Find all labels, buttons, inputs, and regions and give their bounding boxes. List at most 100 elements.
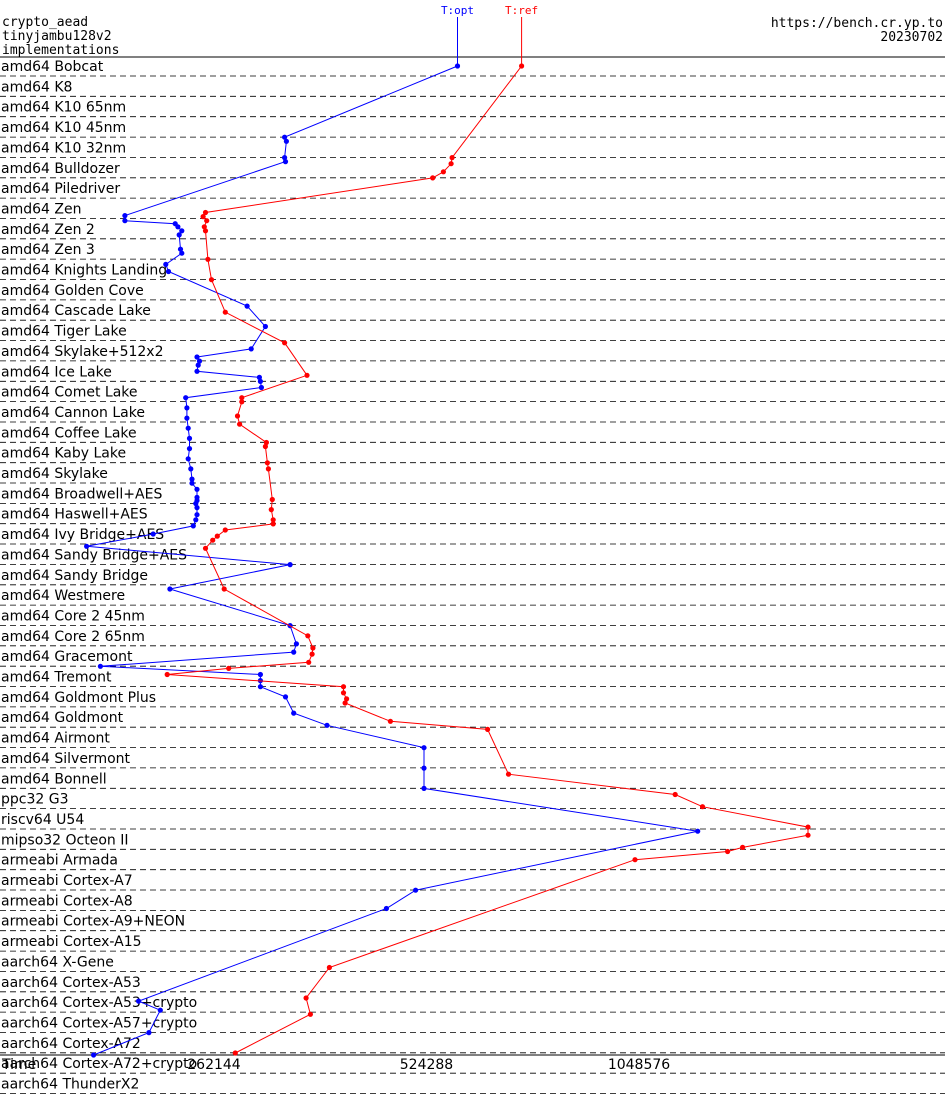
category-label: amd64 Core 2 45nm	[1, 609, 145, 625]
data-point	[150, 531, 156, 537]
header-line2: tinyjambu128v2	[2, 29, 112, 44]
category-label: amd64 K10 32nm	[1, 140, 126, 156]
data-point	[244, 303, 250, 309]
category-label: aarch64 Cortex-A57+crypto	[1, 1016, 197, 1032]
category-label: amd64 Skylake+512x2	[1, 344, 163, 360]
data-point	[305, 633, 311, 639]
data-point	[383, 905, 389, 912]
data-point	[184, 415, 190, 421]
series-ref: T:ref	[164, 4, 811, 1056]
data-point	[186, 446, 193, 452]
data-point	[256, 374, 262, 380]
data-point	[201, 224, 207, 230]
data-point	[185, 425, 191, 431]
data-point	[196, 358, 203, 364]
x-axis-title: Time	[1, 1057, 36, 1073]
data-point	[157, 1007, 163, 1013]
row-lines	[0, 75, 945, 1094]
data-point	[282, 155, 288, 161]
category-label: amd64 Gracemont	[1, 649, 133, 665]
data-point	[282, 340, 288, 346]
data-point	[632, 857, 638, 863]
series-opt: T:opt	[84, 4, 701, 1058]
data-point	[194, 505, 200, 511]
header-url: https://bench.cr.yp.to	[771, 16, 943, 31]
data-point	[202, 228, 209, 234]
category-label: aarch64 Cortex-A53+crypto	[1, 995, 197, 1011]
category-label: amd64 Ivy Bridge+AES	[1, 527, 164, 543]
category-label: aarch64 Cortex-A72	[1, 1036, 141, 1052]
data-point	[195, 362, 201, 368]
data-point	[282, 159, 289, 165]
data-point	[340, 684, 347, 690]
category-label: amd64 Skylake	[1, 466, 108, 482]
data-point	[699, 804, 706, 810]
data-point	[695, 828, 701, 834]
data-point	[268, 507, 274, 513]
category-label: amd64 Cascade Lake	[1, 303, 151, 319]
data-point	[485, 726, 491, 733]
data-point	[210, 537, 216, 543]
series: T:opt T:ref	[84, 4, 811, 1058]
x-tick-label: 1048576	[608, 1057, 670, 1073]
category-label: aarch64 Cortex-A53	[1, 975, 141, 991]
series-line	[167, 65, 809, 1054]
category-label: amd64 Comet Lake	[1, 385, 138, 401]
data-point	[309, 651, 315, 657]
data-point	[291, 710, 297, 716]
data-point	[234, 413, 241, 419]
data-point	[136, 998, 142, 1004]
x-axis-labels: Time 262144 524288 1048576	[1, 1057, 670, 1073]
data-point	[193, 500, 199, 507]
data-point	[194, 512, 200, 518]
data-point	[326, 964, 332, 971]
category-label: amd64 Golden Cove	[1, 283, 144, 299]
data-point	[184, 405, 190, 411]
series-label: T:opt	[441, 4, 474, 17]
category-label: armeabi Cortex-A7	[1, 873, 133, 889]
category-label: amd64 Kaby Lake	[1, 446, 126, 462]
category-label: amd64 Cannon Lake	[1, 405, 145, 421]
data-point	[248, 346, 254, 352]
data-point	[270, 521, 276, 527]
data-point	[262, 443, 268, 450]
data-point	[293, 641, 299, 647]
category-label: mipso32 Octeon II	[1, 832, 129, 848]
category-label: aarch64 X-Gene	[1, 954, 114, 970]
category-label: amd64 Bulldozer	[1, 161, 120, 177]
data-point	[387, 718, 393, 724]
data-point	[202, 209, 209, 216]
category-label: amd64 Silvermont	[1, 751, 131, 767]
data-point	[189, 480, 195, 486]
data-point	[265, 466, 271, 472]
data-point	[222, 527, 228, 533]
category-label: amd64 Goldmont Plus	[1, 690, 156, 706]
data-point	[264, 460, 270, 466]
category-label: amd64 Zen 2	[1, 222, 95, 238]
category-label: amd64 Haswell+AES	[1, 507, 148, 523]
data-point	[448, 161, 454, 167]
data-point	[122, 218, 128, 224]
data-point	[179, 250, 185, 256]
category-label: amd64 Sandy Bridge	[1, 568, 148, 584]
data-point	[175, 224, 181, 230]
data-point	[805, 832, 811, 838]
data-point	[208, 277, 215, 283]
data-point	[194, 354, 200, 360]
data-point	[122, 213, 128, 219]
data-point	[449, 155, 455, 161]
data-point	[222, 309, 228, 315]
data-point	[185, 456, 191, 462]
category-label: aarch64 Cortex-A72+crypto	[1, 1056, 197, 1072]
category-label: amd64 Sandy Bridge+AES	[1, 547, 187, 563]
data-point	[283, 138, 289, 144]
data-point	[179, 228, 185, 234]
data-point	[202, 545, 209, 551]
category-label: amd64 Zen 3	[1, 242, 95, 258]
data-point	[310, 645, 316, 651]
data-point	[340, 690, 347, 696]
data-point	[519, 63, 525, 69]
data-point	[164, 671, 170, 678]
data-point	[269, 496, 275, 503]
